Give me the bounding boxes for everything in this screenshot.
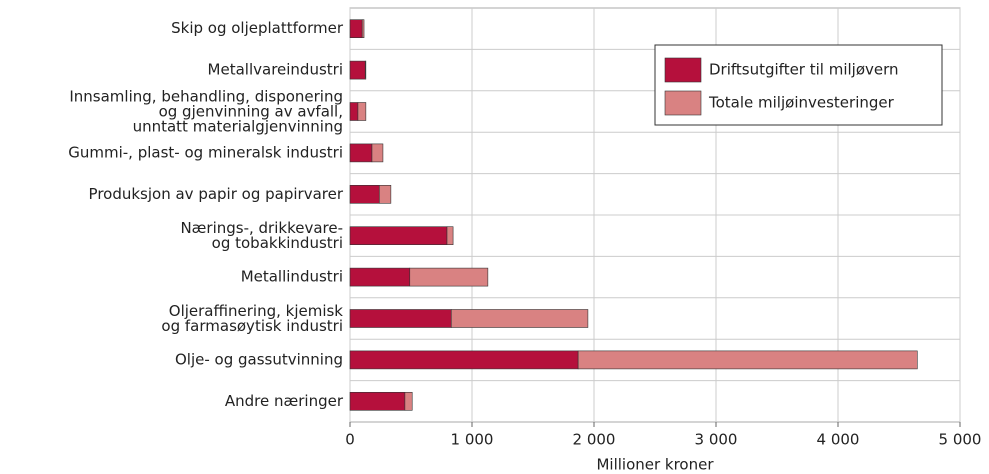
legend-swatch xyxy=(664,57,702,83)
y-tick-label: Produksjon av papir og papirvarer xyxy=(89,185,344,203)
bar-segment xyxy=(349,226,448,245)
legend-box xyxy=(654,44,943,126)
y-tick-label: Innsamling, behandling, disponering og gj… xyxy=(69,87,343,135)
bar-segment xyxy=(349,19,363,39)
bar-segment xyxy=(450,309,589,328)
y-tick-label: Andre næringer xyxy=(225,392,344,410)
x-axis-label: Millioner kroner xyxy=(596,456,714,474)
y-tick-label: Skip og oljeplattformer xyxy=(171,19,344,37)
bar-segment xyxy=(349,350,579,370)
x-tick-label: 4 000 xyxy=(817,431,860,449)
y-tick-label: Oljeraffinering, kjemisk og farmasøytisk … xyxy=(161,302,343,335)
y-tick-label: Metallvareindustri xyxy=(208,61,343,79)
x-tick-label: 0 xyxy=(345,431,355,449)
x-tick-label: 5 000 xyxy=(939,431,982,449)
legend-label: Totale miljøinvesteringer xyxy=(708,94,895,112)
bar-segment xyxy=(349,267,411,287)
bar-segment xyxy=(349,391,406,411)
bar-segment xyxy=(357,102,367,121)
bar-segment xyxy=(577,350,918,370)
bar-segment xyxy=(349,60,366,80)
bar-segment xyxy=(349,102,359,121)
bar-segment xyxy=(404,391,413,411)
bar-segment xyxy=(361,19,365,39)
bar-segment xyxy=(349,309,452,328)
bar-segment xyxy=(371,143,384,163)
legend-label: Driftsutgifter til miljøvern xyxy=(709,61,899,79)
y-tick-label: Olje- og gassutvinning xyxy=(175,350,343,368)
y-tick-label: Nærings-, drikkevare-og tobakkindustri xyxy=(180,219,343,252)
y-tick-label: Gummi-, plast- og mineralsk industri xyxy=(68,143,343,161)
x-tick-label: 3 000 xyxy=(695,431,738,449)
x-tick-label: 2 000 xyxy=(573,431,616,449)
bar-segment xyxy=(349,143,373,163)
bar-segment xyxy=(378,185,392,204)
y-tick-label: Metallindustri xyxy=(241,268,343,286)
legend-swatch xyxy=(664,90,702,116)
bar-segment xyxy=(409,267,489,287)
bar-segment xyxy=(364,60,367,80)
x-tick-label: 1 000 xyxy=(451,431,494,449)
bar-segment xyxy=(446,226,454,245)
bar-segment xyxy=(349,185,380,204)
